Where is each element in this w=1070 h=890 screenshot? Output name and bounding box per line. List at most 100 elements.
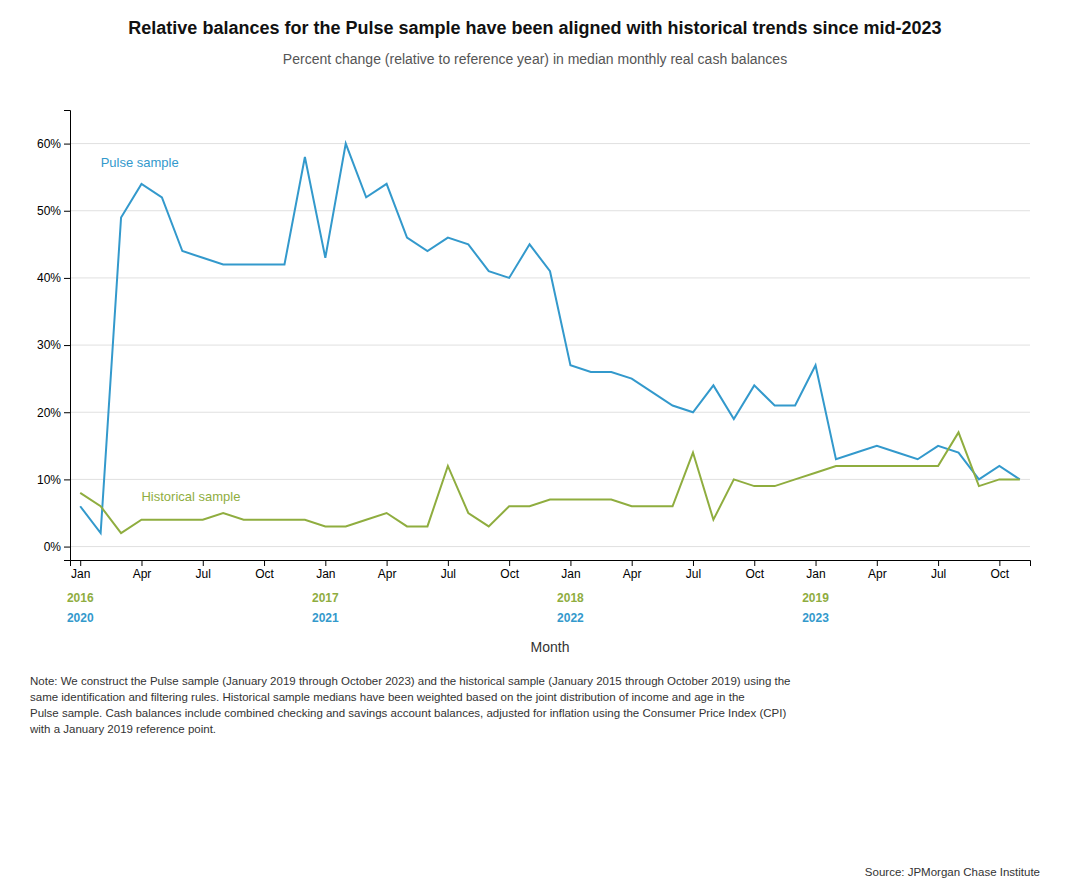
x-axis-line [71,561,1031,567]
year-label: 2019 [802,591,829,605]
y-tick-label: 20% [37,406,61,420]
series-labels: Pulse sample Historical sample [101,155,241,504]
chart-svg: Relative balances for the Pulse sample h… [0,0,1070,890]
y-tick-mark [64,412,70,413]
x-tick-label: Apr [868,567,887,581]
x-tick: Oct [500,560,519,581]
x-tick-mark [141,560,142,566]
x-tick-label: Jul [196,567,211,581]
x-tick-label: Jan [561,567,580,581]
grid-line-y [70,412,1030,413]
grid-line-y [70,479,1030,480]
y-tick: 60% [37,137,70,151]
x-tick-mark [387,560,388,566]
x-tick-label: Apr [623,567,642,581]
y-axis-line [64,111,71,561]
x-tick-label: Oct [745,567,764,581]
x-tick-mark [999,560,1000,566]
x-tick: Jul [686,560,701,581]
y-tick-mark [64,278,70,279]
series-label: Pulse sample [101,155,179,170]
year-label: 2021 [312,611,339,625]
grid-line-y [70,345,1030,346]
x-tick: Jan [71,560,90,581]
year-label: 2018 [557,591,584,605]
x-tick-label: Oct [500,567,519,581]
x-axis-title: Month [531,639,570,655]
x-tick: Apr [623,560,642,581]
plot: 0% 10% 20% 30% 40% 50% 60% Jan Apr Jul Oct Jan Apr Ju… [37,111,1031,626]
x-tick: Apr [868,560,887,581]
x-tick-label: Apr [133,567,152,581]
y-tick: 0% [44,540,70,554]
year-label: 2023 [802,611,829,625]
note: Note: We construct the Pulse sample (Jan… [29,675,791,735]
y-tick-label: 30% [37,338,61,352]
x-tick: Jan [316,560,335,581]
x-tick: Jul [196,560,211,581]
y-tick-label: 50% [37,204,61,218]
x-tick-mark [448,560,449,566]
year-label: 2022 [557,611,584,625]
x-tick-mark [693,560,694,566]
x-tick-mark [816,560,817,566]
x-tick-mark [877,560,878,566]
x-tick-mark [570,560,571,566]
x-tick: Jul [441,560,456,581]
x-tick-label: Jan [316,567,335,581]
x-tick-mark [264,560,265,566]
x-tick-mark [938,560,939,566]
note-line: with a January 2019 reference point. [29,723,216,735]
grid [70,144,1030,547]
x-tick-label: Jul [931,567,946,581]
series-line [80,432,1020,533]
y-tick: 50% [37,204,70,218]
note-line: Note: We construct the Pulse sample (Jan… [30,675,791,687]
y-tick-label: 60% [37,137,61,151]
x-tick-label: Oct [991,567,1010,581]
grid-line-y [70,277,1030,278]
x-tick: Oct [255,560,274,581]
x-tick: Jan [561,560,580,581]
grid-line-y [70,143,1030,144]
x-tick: Oct [991,560,1010,581]
year-label: 2020 [67,611,94,625]
year-label: 2016 [67,591,94,605]
y-tick: 40% [37,271,70,285]
note-line: Pulse sample. Cash balances include comb… [30,707,786,719]
y-tick-mark [64,547,70,548]
x-tick-mark [80,560,81,566]
y-tick-mark [64,479,70,480]
x-tick-mark [632,560,633,566]
subtitle: Percent change (relative to reference ye… [283,51,787,67]
y-tick-label: 0% [44,540,62,554]
x-tick-label: Jul [441,567,456,581]
x-tick-label: Jul [686,567,701,581]
x-tick-mark [754,560,755,566]
x-tick-label: Jan [71,567,90,581]
x-tick-mark [325,560,326,566]
grid-line-y [70,546,1030,547]
x-tick: Apr [378,560,397,581]
x-tick: Jul [931,560,946,581]
x-tick: Oct [745,560,764,581]
y-tick-label: 40% [37,271,61,285]
y-tick-mark [64,211,70,212]
x-tick-label: Oct [255,567,274,581]
y-tick-mark [64,144,70,145]
y-tick: 10% [37,473,70,487]
series-line [80,144,1020,534]
x-tick-mark [509,560,510,566]
x-tick-mark [203,560,204,566]
chart-container: Relative balances for the Pulse sample h… [0,0,1070,890]
year-labels: 2016 2017 2018 2019 2020 2021 2022 2023 [67,591,829,625]
grid-line-y [70,210,1030,211]
series-label: Historical sample [141,489,240,504]
year-label: 2017 [312,591,339,605]
y-tick: 20% [37,406,70,420]
y-axis: 0% 10% 20% 30% 40% 50% 60% [37,111,71,561]
lines [80,144,1020,534]
x-tick-label: Apr [378,567,397,581]
x-axis: JanAprJulOctJanAprJulOctJanAprJulOctJanA… [71,560,1031,581]
y-tick-label: 10% [37,473,61,487]
